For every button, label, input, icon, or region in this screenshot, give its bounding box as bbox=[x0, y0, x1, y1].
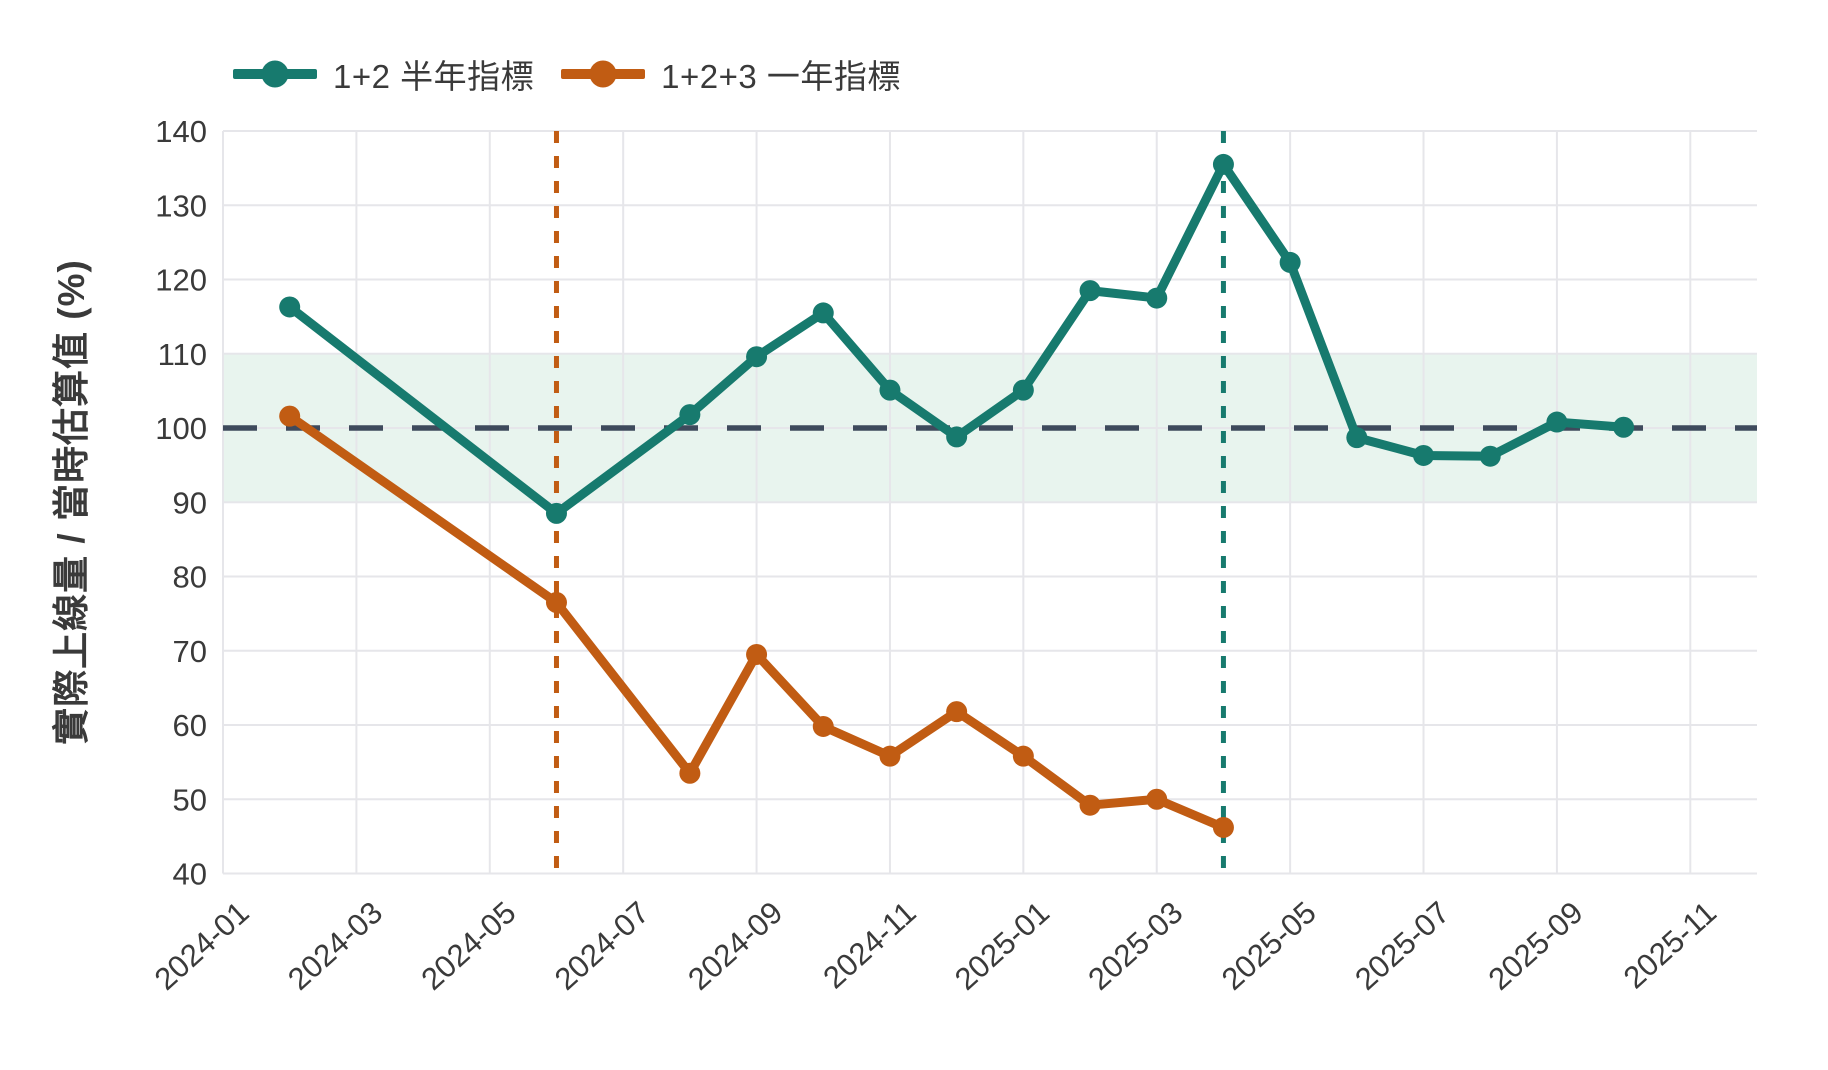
svg-text:110: 110 bbox=[158, 337, 207, 372]
legend-item-one-year: 1+2+3 一年指標 bbox=[561, 50, 901, 98]
data-point-2024-02 bbox=[279, 296, 301, 318]
data-point-2025-10 bbox=[1613, 416, 1635, 438]
data-point-2025-01 bbox=[1012, 745, 1034, 767]
data-point-2025-02 bbox=[1079, 280, 1101, 302]
svg-text:50: 50 bbox=[173, 782, 207, 817]
legend-dot-icon bbox=[261, 60, 289, 88]
data-point-2024-11 bbox=[879, 745, 901, 767]
data-point-2025-08 bbox=[1479, 445, 1501, 467]
svg-text:70: 70 bbox=[173, 634, 207, 669]
data-point-2025-03 bbox=[1146, 788, 1168, 810]
data-point-2025-07 bbox=[1413, 444, 1435, 466]
data-point-2024-10 bbox=[812, 302, 834, 324]
data-point-2025-01 bbox=[1012, 379, 1034, 401]
data-point-2024-08 bbox=[679, 762, 701, 784]
data-point-2024-08 bbox=[679, 404, 701, 426]
data-point-2025-06 bbox=[1346, 427, 1368, 449]
y-axis-title: 實際上線量 / 當時估算值 (%) bbox=[51, 259, 92, 745]
data-point-2024-12 bbox=[946, 701, 968, 723]
svg-text:90: 90 bbox=[173, 485, 207, 520]
svg-text:140: 140 bbox=[155, 114, 207, 149]
legend: 1+2 半年指標 1+2+3 一年指標 bbox=[233, 50, 901, 98]
svg-text:2025-07: 2025-07 bbox=[1348, 895, 1456, 997]
svg-text:100: 100 bbox=[155, 411, 207, 446]
svg-text:2024-01: 2024-01 bbox=[148, 895, 256, 997]
series-1+2+3 一年指標 bbox=[279, 405, 1234, 838]
data-point-2025-04 bbox=[1212, 153, 1234, 175]
svg-text:2024-11: 2024-11 bbox=[816, 895, 922, 996]
svg-text:60: 60 bbox=[173, 708, 207, 743]
data-point-2025-04 bbox=[1212, 816, 1234, 838]
data-point-2024-11 bbox=[879, 379, 901, 401]
svg-text:2025-09: 2025-09 bbox=[1482, 895, 1590, 997]
data-point-2024-06 bbox=[545, 502, 567, 524]
data-point-2024-09 bbox=[746, 643, 768, 665]
svg-text:80: 80 bbox=[173, 560, 207, 595]
gridlines bbox=[222, 130, 1757, 875]
legend-dot-icon bbox=[589, 60, 617, 88]
legend-line-marker-icon bbox=[561, 60, 646, 88]
legend-line-marker-icon bbox=[233, 60, 317, 88]
svg-text:40: 40 bbox=[173, 857, 207, 892]
data-point-2024-09 bbox=[746, 346, 768, 368]
legend-label-half-year: 1+2 半年指標 bbox=[333, 58, 535, 95]
svg-text:2025-05: 2025-05 bbox=[1215, 895, 1323, 997]
svg-text:2025-11: 2025-11 bbox=[1617, 895, 1723, 996]
svg-text:130: 130 bbox=[155, 188, 207, 223]
legend-label-one-year: 1+2+3 一年指標 bbox=[661, 58, 901, 95]
data-point-2024-02 bbox=[279, 405, 301, 427]
data-point-2025-03 bbox=[1146, 287, 1168, 309]
svg-text:2025-03: 2025-03 bbox=[1081, 895, 1189, 997]
data-point-2024-10 bbox=[812, 715, 834, 737]
data-point-2025-02 bbox=[1079, 794, 1101, 816]
svg-text:2024-03: 2024-03 bbox=[281, 895, 389, 997]
data-point-2024-06 bbox=[545, 591, 567, 613]
data-point-2024-12 bbox=[946, 426, 968, 448]
data-point-2025-09 bbox=[1546, 411, 1568, 433]
series-1+2 半年指標 bbox=[279, 153, 1635, 524]
data-point-2025-05 bbox=[1279, 251, 1301, 273]
svg-text:2024-09: 2024-09 bbox=[681, 895, 789, 997]
svg-text:120: 120 bbox=[155, 263, 207, 298]
svg-text:2024-05: 2024-05 bbox=[414, 895, 522, 997]
svg-text:2025-01: 2025-01 bbox=[948, 895, 1056, 997]
x-tick-labels: 2024-01 2024-03 2024-05 2024-07 2024-09 2024-… bbox=[148, 895, 1723, 997]
legend-item-half-year: 1+2 半年指標 bbox=[233, 50, 534, 98]
y-tick-labels: 40 50 60 70 80 90 100 110 120 130 140 bbox=[155, 114, 207, 892]
svg-text:2024-07: 2024-07 bbox=[548, 895, 656, 997]
